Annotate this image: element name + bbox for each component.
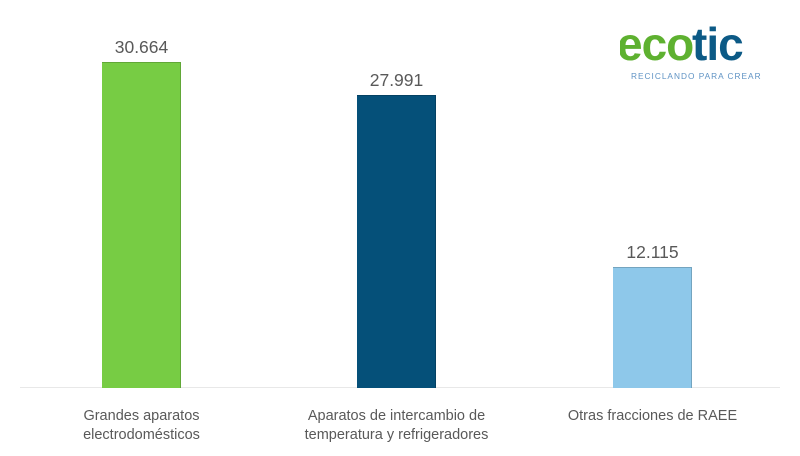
svg-text:eco: eco [620,18,693,70]
svg-text:RECICLANDO PARA CREAR: RECICLANDO PARA CREAR [631,71,762,81]
svg-text:tic: tic [692,18,743,70]
